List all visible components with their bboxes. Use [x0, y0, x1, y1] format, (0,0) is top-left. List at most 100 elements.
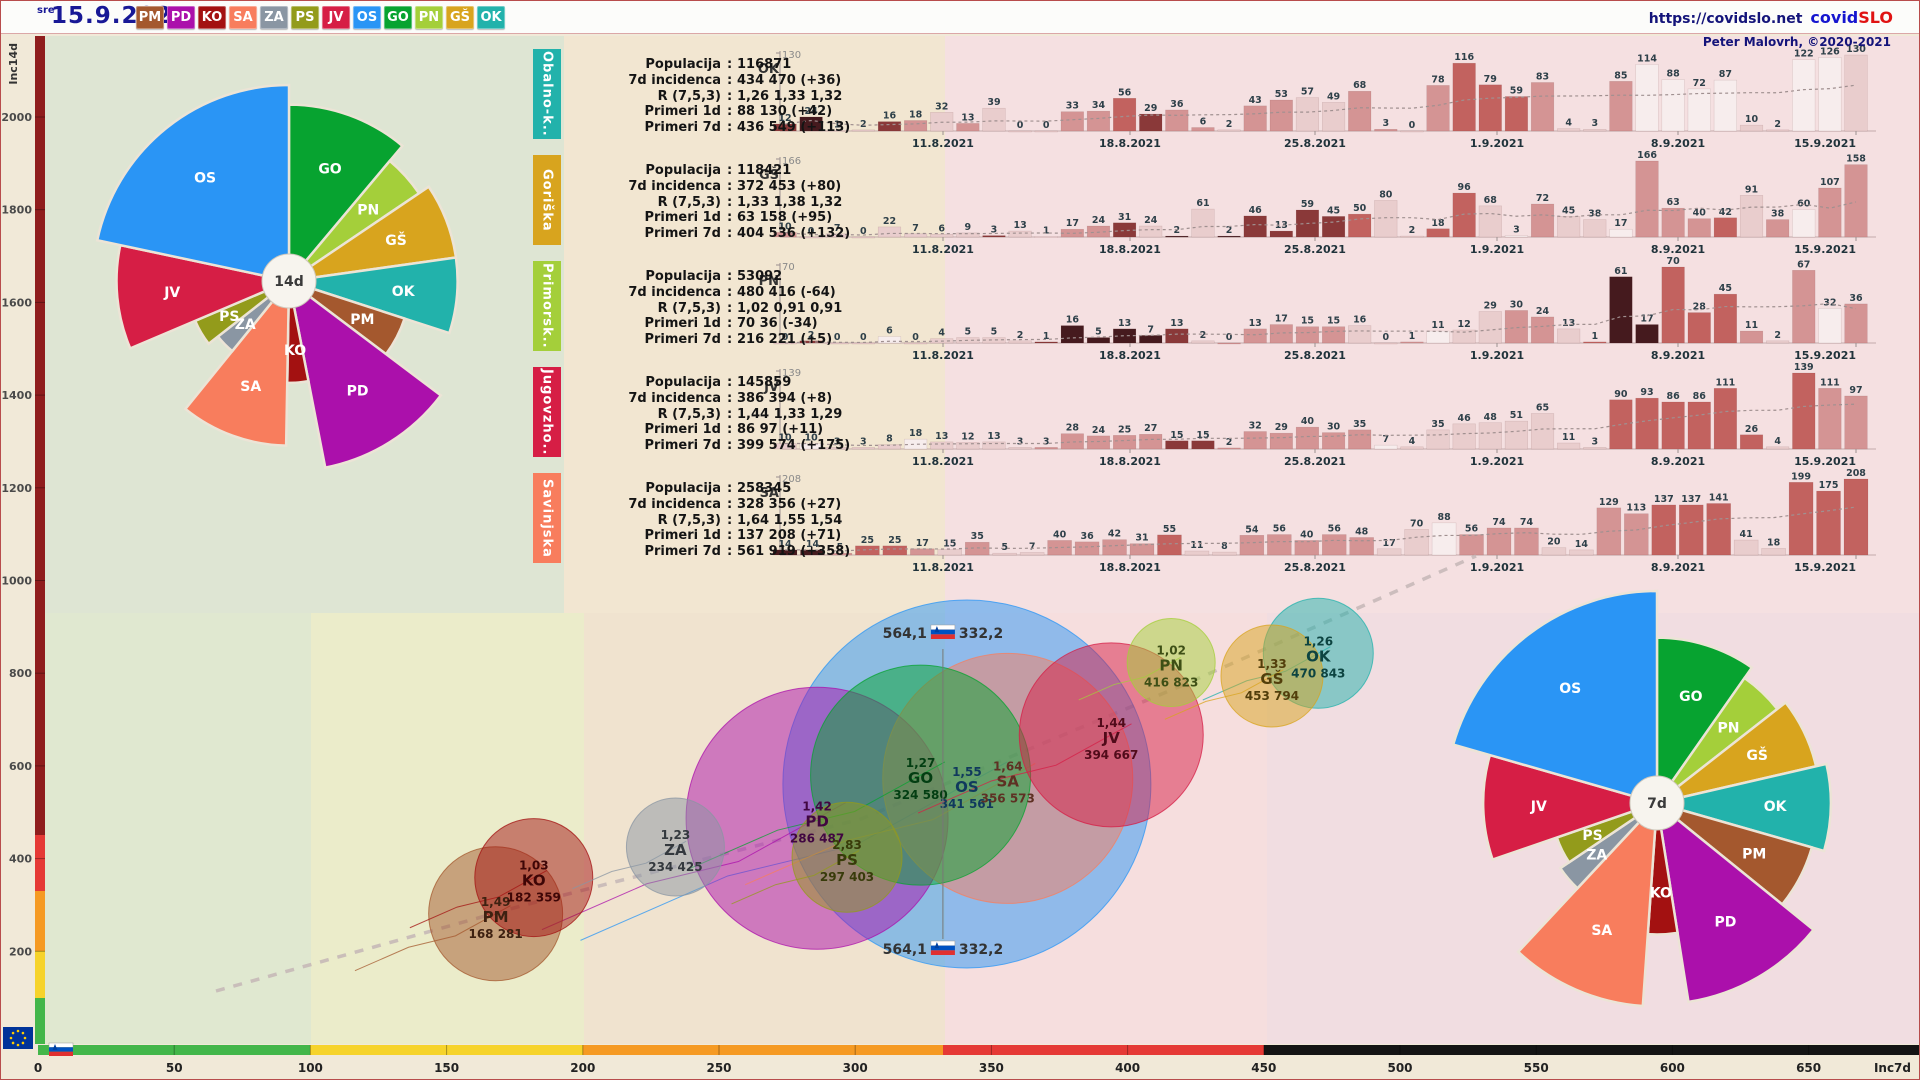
bar-JV-36[interactable]	[1713, 388, 1737, 450]
bar-SA-27[interactable]	[1514, 527, 1539, 556]
bar-JV-25[interactable]	[1426, 429, 1450, 450]
bar-GŠ-3[interactable]	[851, 236, 875, 239]
bar-OK-28[interactable]	[1504, 96, 1528, 132]
bar-PN-19[interactable]	[1269, 324, 1293, 344]
bar-PN-29[interactable]	[1530, 316, 1555, 344]
bar-GŠ-33[interactable]	[1635, 160, 1659, 238]
bar-SA-22[interactable]	[1376, 548, 1402, 556]
pie-slice-JV[interactable]	[115, 243, 294, 351]
bar-PN-32[interactable]	[1609, 276, 1633, 344]
region-button-SA[interactable]: SA	[229, 6, 257, 29]
pie-slice-GO[interactable]	[1655, 636, 1754, 807]
bar-OK-16[interactable]	[1191, 127, 1215, 132]
bar-GŠ-35[interactable]	[1687, 218, 1711, 238]
site-url[interactable]: https://covidslo.net	[1648, 11, 1803, 27]
bar-JV-39[interactable]	[1792, 372, 1816, 450]
region-button-PS[interactable]: PS	[291, 6, 319, 29]
bar-PN-18[interactable]	[1243, 328, 1267, 344]
bar-SA-17[interactable]	[1239, 535, 1265, 556]
bar-PN-24[interactable]	[1400, 341, 1424, 344]
region-button-OK[interactable]: OK	[477, 6, 505, 29]
bar-PN-20[interactable]	[1295, 326, 1320, 344]
bar-SA-14[interactable]	[1157, 534, 1182, 556]
bar-JV-26[interactable]	[1452, 423, 1476, 450]
bar-OK-39[interactable]	[1792, 59, 1816, 132]
bar-PN-26[interactable]	[1452, 329, 1476, 344]
bar-SA-15[interactable]	[1184, 550, 1210, 556]
bar-PN-28[interactable]	[1504, 310, 1528, 344]
bar-PN-36[interactable]	[1713, 293, 1737, 344]
bar-OK-8[interactable]	[982, 107, 1006, 132]
bar-JV-30[interactable]	[1557, 442, 1581, 450]
bar-GŠ-7[interactable]	[956, 232, 980, 238]
region-button-OS[interactable]: OS	[353, 6, 381, 29]
bar-GŠ-40[interactable]	[1818, 187, 1842, 238]
bar-PN-22[interactable]	[1348, 325, 1372, 344]
bar-OK-14[interactable]	[1139, 113, 1163, 132]
bar-OK-35[interactable]	[1687, 88, 1711, 132]
bar-OK-21[interactable]	[1322, 102, 1346, 132]
bar-GŠ-41[interactable]	[1844, 164, 1868, 238]
bar-PN-4[interactable]	[877, 336, 902, 344]
bar-JV-2[interactable]	[825, 447, 849, 450]
bar-GŠ-14[interactable]	[1139, 225, 1163, 238]
bar-GŠ-39[interactable]	[1792, 209, 1816, 238]
pie-slice-ZA[interactable]	[1558, 801, 1658, 891]
bar-SA-21[interactable]	[1349, 537, 1374, 556]
pie-slice-OK[interactable]	[288, 256, 459, 335]
bar-PN-30[interactable]	[1557, 328, 1581, 344]
bar-GŠ-22[interactable]	[1348, 213, 1372, 238]
bar-GŠ-2[interactable]	[825, 233, 849, 238]
bar-JV-11[interactable]	[1060, 433, 1084, 450]
bar-OK-33[interactable]	[1635, 64, 1659, 132]
region-button-JV[interactable]: JV	[322, 6, 350, 29]
pie-slice-SA[interactable]	[183, 277, 291, 447]
bar-GŠ-30[interactable]	[1557, 216, 1581, 238]
bar-GŠ-12[interactable]	[1086, 225, 1111, 238]
bar-SA-28[interactable]	[1541, 547, 1567, 556]
bar-SA-24[interactable]	[1431, 522, 1457, 556]
bar-SA-33[interactable]	[1679, 504, 1704, 556]
bar-PN-15[interactable]	[1165, 328, 1189, 344]
bar-JV-14[interactable]	[1139, 433, 1163, 450]
bar-OK-38[interactable]	[1766, 129, 1790, 132]
pie-slice-SA[interactable]	[1516, 799, 1659, 1008]
bar-JV-24[interactable]	[1400, 446, 1424, 450]
bubble-GŠ[interactable]	[1220, 624, 1324, 728]
bar-JV-23[interactable]	[1374, 444, 1398, 450]
bar-GŠ-23[interactable]	[1374, 200, 1398, 238]
bar-SA-26[interactable]	[1486, 527, 1512, 556]
bar-JV-4[interactable]	[877, 444, 902, 450]
bar-JV-40[interactable]	[1818, 388, 1842, 450]
bar-PN-21[interactable]	[1322, 326, 1346, 344]
bar-JV-9[interactable]	[1008, 447, 1032, 450]
bar-PN-12[interactable]	[1086, 337, 1111, 344]
bar-JV-8[interactable]	[982, 441, 1006, 450]
bar-GŠ-38[interactable]	[1766, 219, 1790, 238]
bar-SA-32[interactable]	[1651, 504, 1676, 556]
bar-SA-16[interactable]	[1212, 551, 1237, 556]
bar-GŠ-28[interactable]	[1504, 235, 1528, 238]
panel-tab-OK[interactable]: Obalno-k..	[533, 49, 561, 139]
bar-SA-10[interactable]	[1047, 540, 1072, 556]
bar-SA-1[interactable]	[800, 549, 825, 556]
bar-SA-36[interactable]	[1761, 548, 1786, 556]
bar-OK-22[interactable]	[1348, 90, 1372, 132]
bar-GŠ-15[interactable]	[1165, 235, 1189, 238]
bar-JV-35[interactable]	[1687, 401, 1711, 450]
bar-JV-7[interactable]	[956, 442, 980, 450]
bar-GŠ-18[interactable]	[1243, 215, 1267, 238]
bar-GŠ-29[interactable]	[1530, 203, 1555, 238]
bar-SA-2[interactable]	[827, 552, 853, 556]
bar-OK-7[interactable]	[956, 123, 980, 132]
bar-PN-25[interactable]	[1426, 330, 1450, 344]
bar-JV-28[interactable]	[1504, 420, 1528, 450]
bubble-PN[interactable]	[1126, 618, 1216, 708]
bar-SA-31[interactable]	[1624, 513, 1649, 556]
region-button-ZA[interactable]: ZA	[260, 6, 288, 29]
bar-SA-34[interactable]	[1706, 503, 1731, 556]
bar-SA-18[interactable]	[1267, 534, 1292, 556]
bar-OK-31[interactable]	[1583, 128, 1607, 132]
bar-OK-12[interactable]	[1086, 110, 1111, 132]
bar-OK-15[interactable]	[1165, 109, 1189, 132]
